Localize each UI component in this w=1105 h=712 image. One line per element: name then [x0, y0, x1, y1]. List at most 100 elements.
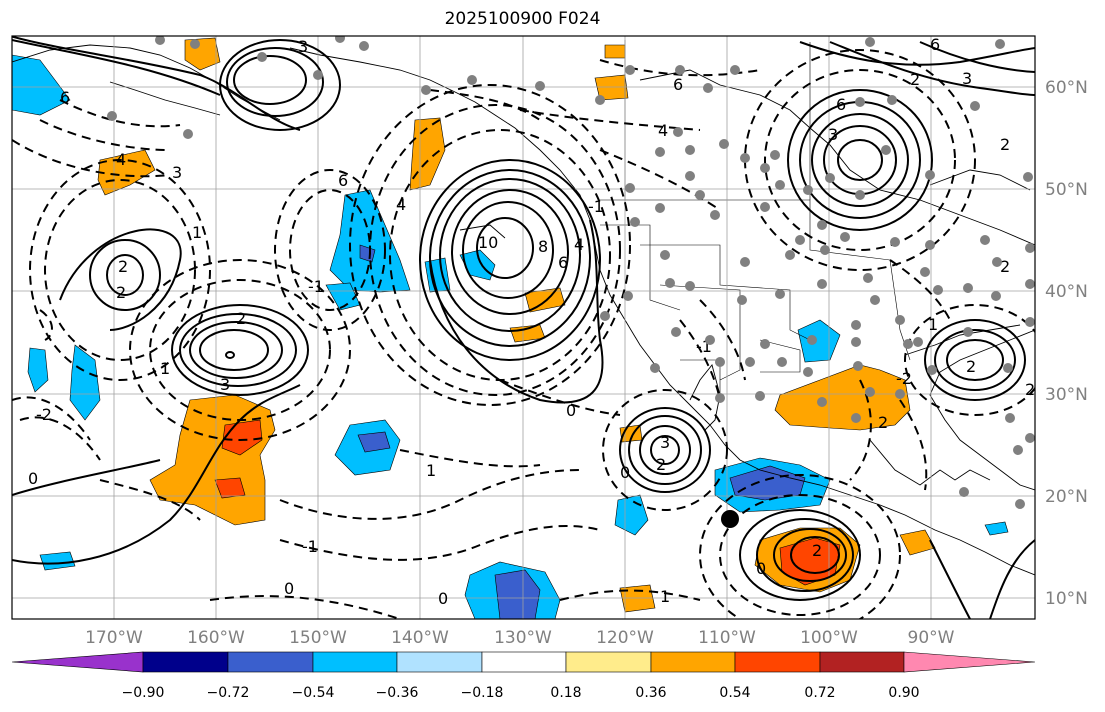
contour-label: 2 [878, 413, 888, 432]
negative-anomaly-region [494, 569, 541, 619]
positive-anomaly-region [214, 477, 246, 499]
colorbar-tick-label: −0.36 [376, 685, 419, 701]
colorbar-extend-low [11, 651, 144, 673]
contour-label: 6 [673, 75, 683, 94]
latitude-label: 20°N [1045, 487, 1088, 507]
latitude-label: 60°N [1045, 78, 1088, 98]
contour-label: 6 [558, 253, 568, 272]
contour-label: 10 [478, 233, 498, 252]
contour-label: 2 [910, 70, 920, 89]
longitude-label: 170°W [85, 628, 143, 648]
contour-label: 3 [172, 163, 182, 182]
dashed-contours [12, 49, 1035, 619]
contour-label: 3 [828, 125, 838, 144]
contour-label: 3 [962, 69, 972, 88]
contour-label: -1 [302, 537, 318, 556]
contour-label: 2 [1000, 257, 1010, 276]
longitude-label: 100°W [800, 628, 858, 648]
contour-label: 2 [812, 541, 822, 560]
longitude-label: 110°W [698, 628, 756, 648]
negative-anomaly-region [797, 319, 841, 363]
contour-label: 0 [438, 589, 448, 608]
contour-label: 3 [660, 433, 670, 452]
colorbar-tick-label: −0.72 [207, 685, 250, 701]
contour-labels: 3 6 4 3 6 2 3 6 4 3 2 1 2 6 4 10 8 6 4 2… [28, 35, 1035, 608]
map-panel: 3 6 4 3 6 2 3 6 4 3 2 1 2 6 4 10 8 6 4 2… [12, 35, 1035, 619]
longitude-label: 120°W [596, 628, 654, 648]
contour-label: 3 [220, 375, 230, 394]
contour-label: 4 [396, 195, 406, 214]
contour-label: 0 [566, 401, 576, 420]
colorbar-extend-high [903, 651, 1036, 673]
colorbar-tick-label: 0.54 [719, 685, 750, 701]
contour-label: -1 [588, 197, 604, 216]
contour-label: 0 [620, 463, 630, 482]
colorbar-tick-label: 0.36 [635, 685, 666, 701]
contour-label: 2 [1000, 135, 1010, 154]
contour-label: 4 [574, 235, 584, 254]
colorbar-segment [819, 651, 905, 673]
latitude-label: 40°N [1045, 282, 1088, 302]
contour-label: -1 [308, 277, 324, 296]
longitude-axis: 170°W 160°W 150°W 140°W 130°W 120°W 110°… [85, 628, 955, 648]
contour-label: 0 [284, 579, 294, 598]
latitude-axis: 60°N 50°N 40°N 30°N 20°N 10°N [1045, 78, 1088, 609]
contour-label: 6 [338, 171, 348, 190]
colorbar-segment [481, 651, 567, 673]
contour-label: 0 [28, 469, 38, 488]
contour-label: 8 [538, 237, 548, 256]
negative-anomaly-region [39, 551, 76, 571]
colorbar-tick-label: 0.18 [550, 685, 581, 701]
positive-anomaly-region [524, 287, 566, 313]
contour-label: 2 [656, 455, 666, 474]
colorbar-segment [312, 651, 398, 673]
contour-label: 6 [60, 88, 70, 107]
colorbar-tick-label: −0.54 [292, 685, 335, 701]
latitude-label: 50°N [1045, 180, 1088, 200]
contour-label: 2 [236, 309, 246, 328]
contour-label: 2 [116, 283, 126, 302]
colorbar-tick-label: 0.90 [888, 685, 919, 701]
colorbar-segment [227, 651, 314, 673]
negative-anomaly-region [12, 54, 71, 116]
contour-label: 1 [192, 223, 202, 242]
negative-anomaly-region [357, 431, 391, 453]
longitude-label: 130°W [494, 628, 552, 648]
colorbar-segment [650, 651, 736, 673]
positive-anomaly-region [97, 149, 156, 196]
colorbar-tick-label: −0.90 [122, 685, 165, 701]
colorbar-ticks: −0.90 −0.72 −0.54 −0.36 −0.18 0.18 0.36 … [122, 685, 920, 701]
contour-label: 1 [928, 315, 938, 334]
longitude-label: 160°W [187, 628, 245, 648]
colorbar-segment [396, 651, 483, 673]
contour-label: -2 [36, 405, 52, 424]
contour-label: 0 [756, 559, 766, 578]
contour-label: -2 [896, 369, 912, 388]
contour-label: 4 [658, 121, 668, 140]
storm-center-marker [721, 510, 739, 528]
contour-label: 6 [930, 35, 940, 54]
contour-label: 6 [836, 95, 846, 114]
latitude-label: 10°N [1045, 589, 1088, 609]
longitude-label: 150°W [289, 628, 347, 648]
negative-anomaly-region [984, 521, 1009, 536]
colorbar-segment [565, 651, 652, 673]
longitude-label: 90°W [908, 628, 955, 648]
contour-label: 1 [660, 587, 670, 606]
negative-anomaly-region [27, 347, 49, 393]
contour-label: 2 [118, 257, 128, 276]
solid-contours [12, 36, 1035, 619]
contour-label: 1 [160, 359, 170, 378]
positive-anomaly-region [619, 584, 656, 613]
positive-anomaly-region [604, 44, 626, 59]
colorbar [11, 651, 1036, 673]
contour-label: 3 [298, 37, 308, 56]
contour-label: 2 [966, 357, 976, 376]
positive-anomaly-region [594, 74, 629, 101]
colorbar-tick-label: 0.72 [804, 685, 835, 701]
map-frame [11, 35, 1036, 620]
map-title: 2025100900 F024 [444, 9, 601, 29]
latitude-label: 30°N [1045, 385, 1088, 405]
colorbar-segment [734, 651, 821, 673]
